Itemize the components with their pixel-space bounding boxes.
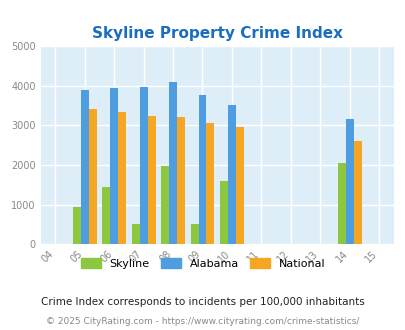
Bar [220, 181, 227, 244]
Bar [102, 187, 110, 244]
Bar [177, 117, 185, 244]
Bar [131, 224, 139, 244]
Bar [353, 141, 361, 244]
Bar [345, 119, 353, 244]
Bar [110, 88, 118, 244]
Legend: Skyline, Alabama, National: Skyline, Alabama, National [76, 254, 329, 273]
Title: Skyline Property Crime Index: Skyline Property Crime Index [92, 26, 342, 41]
Bar [72, 207, 81, 244]
Text: Crime Index corresponds to incidents per 100,000 inhabitants: Crime Index corresponds to incidents per… [41, 297, 364, 307]
Bar [161, 166, 168, 244]
Bar [89, 109, 96, 244]
Bar [147, 116, 155, 244]
Bar [198, 95, 206, 244]
Bar [227, 105, 235, 244]
Bar [235, 127, 243, 244]
Bar [337, 163, 345, 244]
Text: © 2025 CityRating.com - https://www.cityrating.com/crime-statistics/: © 2025 CityRating.com - https://www.city… [46, 317, 359, 326]
Bar [168, 82, 177, 244]
Bar [139, 86, 147, 244]
Bar [190, 224, 198, 244]
Bar [118, 112, 126, 244]
Bar [206, 123, 214, 244]
Bar [81, 90, 89, 244]
